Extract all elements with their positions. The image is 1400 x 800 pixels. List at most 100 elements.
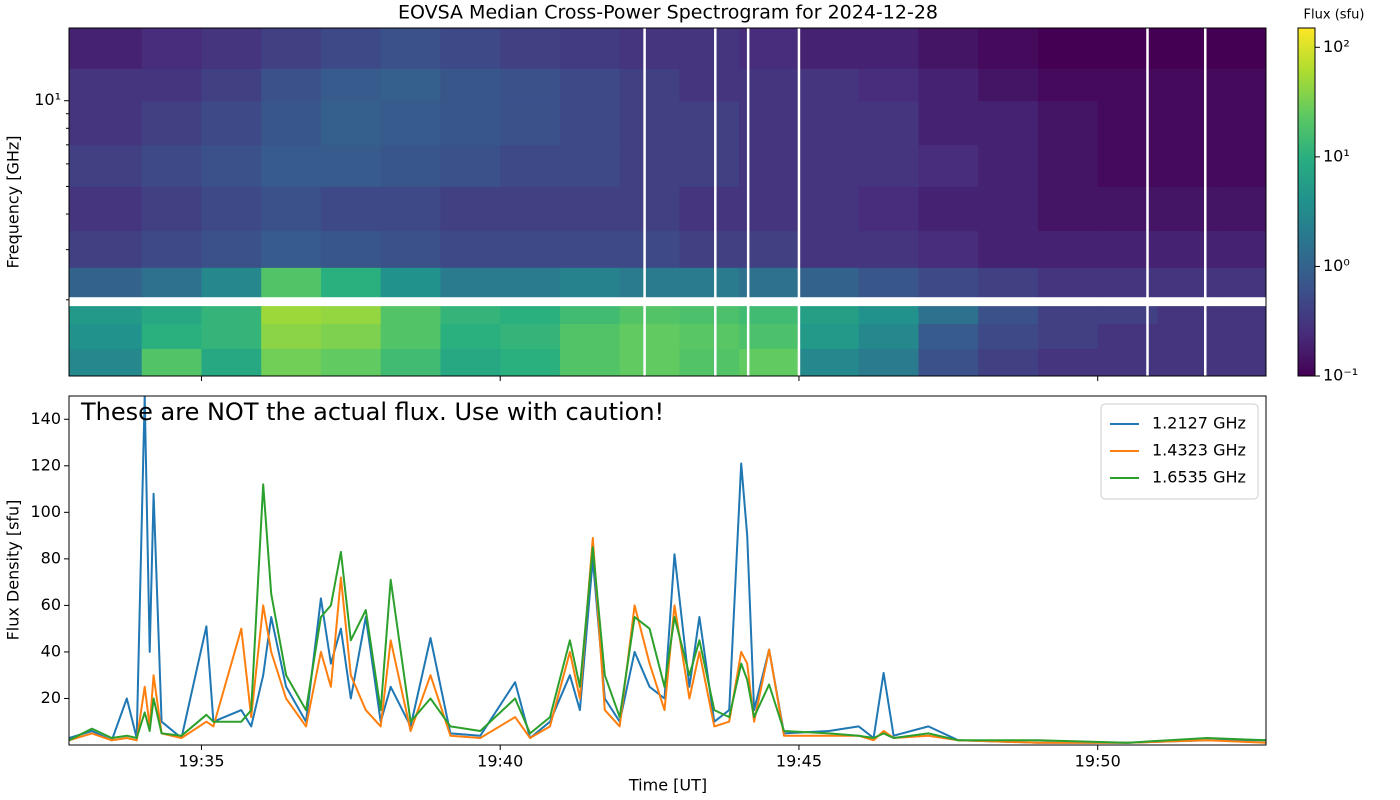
heatmap-cell <box>380 28 441 69</box>
heatmap-cell <box>500 348 561 377</box>
heatmap-cell <box>500 267 561 298</box>
heatmap-cell <box>69 323 143 349</box>
heatmap-cell <box>380 68 441 102</box>
heatmap-cell <box>798 348 860 377</box>
heatmap-cell <box>679 230 740 268</box>
line-series <box>69 536 1266 744</box>
heatmap-cell <box>500 28 561 69</box>
heatmap-cell <box>320 267 382 298</box>
heatmap-cell <box>858 68 919 102</box>
heatmap-cell <box>559 100 621 146</box>
heatmap-cell <box>559 28 621 69</box>
colorbar-tick-label: 10¹ <box>1323 146 1350 165</box>
legend-label: 1.2127 GHz <box>1152 414 1246 433</box>
heatmap-cell <box>440 306 501 325</box>
heatmap-cell <box>918 186 979 232</box>
heatmap-cell <box>500 100 561 146</box>
heatmap-cell <box>918 144 979 187</box>
y-tick-label: 120 <box>30 455 61 474</box>
y-tick-label: 60 <box>41 595 61 614</box>
heatmap-cell <box>1097 306 1158 325</box>
heatmap-cell <box>1217 230 1267 268</box>
heatmap-cell <box>1157 230 1218 268</box>
heatmap-cell <box>500 306 561 325</box>
heatmap-cell <box>918 267 979 298</box>
heatmap-cell <box>559 68 621 102</box>
heatmap-cell <box>320 348 382 377</box>
heatmap-cell <box>1037 323 1099 349</box>
heatmap-cell <box>1157 306 1218 325</box>
legend-label: 1.4323 GHz <box>1152 441 1246 460</box>
y-tick-label: 140 <box>30 409 61 428</box>
legend-box <box>1100 403 1259 500</box>
heatmap-cell <box>619 267 680 298</box>
heatmap-cell <box>380 144 441 187</box>
heatmap-cell <box>440 267 501 298</box>
heatmap-cell <box>1097 100 1158 146</box>
x-tick-label: 19:50 <box>1075 752 1121 771</box>
heatmap-cell <box>1217 68 1267 102</box>
heatmap-cell <box>440 323 501 349</box>
heatmap-cell <box>679 323 740 349</box>
heatmap-cell <box>261 144 322 187</box>
heatmap-cell <box>1037 306 1099 325</box>
y-tick-label: 20 <box>41 688 61 707</box>
heatmap-cell <box>1217 323 1267 349</box>
heatmap-cell <box>978 28 1039 69</box>
heatmap-cell <box>261 348 322 377</box>
y-tick-label: 100 <box>30 502 61 521</box>
x-tick-label: 19:45 <box>776 752 822 771</box>
heatmap-cell <box>380 100 441 146</box>
heatmap-cell <box>978 323 1039 349</box>
x-axis-label: Time [UT] <box>628 776 707 795</box>
heatmap-cell <box>739 306 800 325</box>
heatmap-cell <box>201 306 262 325</box>
heatmap-cell <box>798 68 860 102</box>
heatmap-cell <box>858 100 919 146</box>
heatmap-cell <box>918 306 979 325</box>
heatmap-cell <box>619 68 680 102</box>
heatmap-cell <box>201 267 262 298</box>
heatmap-cell <box>978 100 1039 146</box>
heatmap-cell <box>69 100 143 146</box>
heatmap-cell <box>798 144 860 187</box>
heatmap-cell <box>918 100 979 146</box>
heatmap-cell <box>1097 186 1158 232</box>
heatmap-cell <box>141 100 202 146</box>
x-tick-label: 19:35 <box>178 752 224 771</box>
colorbar-tick-label: 10⁰ <box>1323 256 1350 275</box>
heatmap-cell <box>141 323 202 349</box>
heatmap-cell <box>201 348 262 377</box>
x-tick-label: 19:40 <box>477 752 523 771</box>
heatmap-cell <box>1037 144 1099 187</box>
heatmap-cell <box>440 230 501 268</box>
heatmap-cell <box>559 323 621 349</box>
heatmap-cell <box>559 267 621 298</box>
heatmap-cell <box>619 186 680 232</box>
plot-frame <box>68 27 1267 377</box>
heatmap-cell <box>918 323 979 349</box>
heatmap-cell <box>1097 144 1158 187</box>
heatmap-cell <box>918 28 979 69</box>
heatmap-cell <box>1217 100 1267 146</box>
heatmap-cell <box>798 323 860 349</box>
y-tick-label: 40 <box>41 641 61 660</box>
heatmap-cell <box>798 306 860 325</box>
heatmap-cell <box>978 144 1039 187</box>
heatmap-cell <box>440 186 501 232</box>
heatmap-cell <box>1157 323 1218 349</box>
heatmap-cell <box>978 68 1039 102</box>
heatmap-cell <box>500 230 561 268</box>
heatmap-cell <box>201 144 262 187</box>
colorbar-tick-label: 10⁻¹ <box>1323 366 1358 385</box>
heatmap-cell <box>69 28 143 69</box>
heatmap-cell <box>141 267 202 298</box>
heatmap-cell <box>1037 267 1099 298</box>
heatmap-cell <box>798 230 860 268</box>
heatmap-cell <box>261 306 322 325</box>
heatmap-cell <box>320 144 382 187</box>
heatmap-cell <box>141 186 202 232</box>
heatmap-cell <box>978 306 1039 325</box>
heatmap-cell <box>978 267 1039 298</box>
colorbar-label: Flux (sfu) <box>1304 8 1365 23</box>
